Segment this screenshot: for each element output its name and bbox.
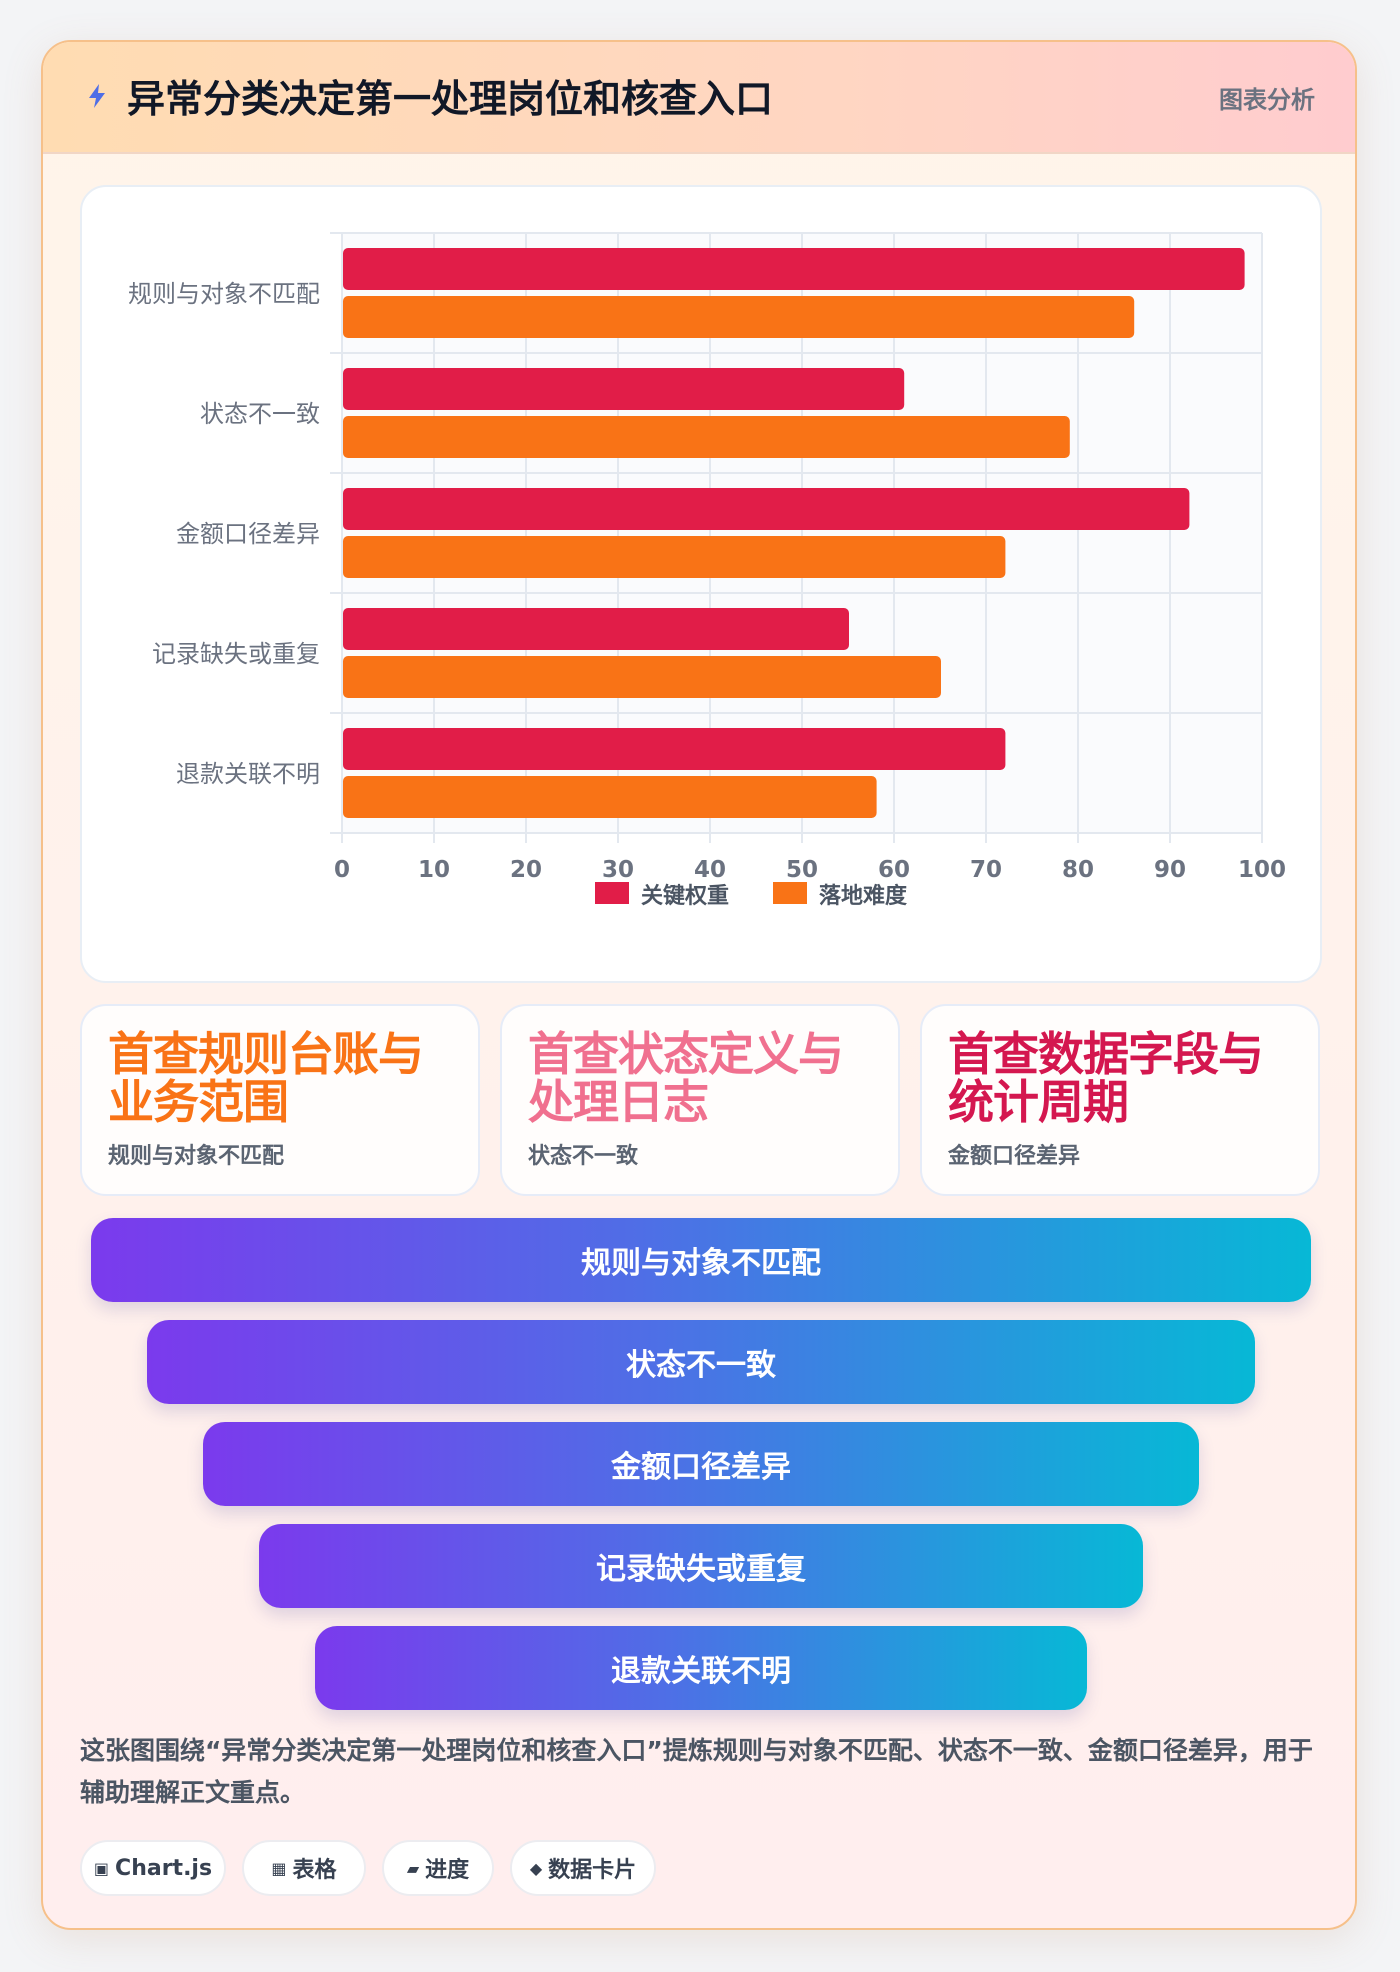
chip-label: 进度 [425,1858,470,1883]
insight-card-title: 首查状态定义与处理日志 [528,1027,844,1129]
x-tick-label: 10 [418,857,450,883]
x-tick-label: 100 [1238,857,1286,883]
chart-description: 这张图围绕“异常分类决定第一处理岗位和核查入口”提炼规则与对象不匹配、状态不一致… [80,1736,1313,1807]
report-card: 异常分类决定第一处理岗位和核查入口 图表分析 0 10 20 30 40 50 60 70 80… [41,40,1357,1930]
funnel-step-1: 规则与对象不匹配 [91,1218,1311,1302]
chip-label: 表格 [292,1858,337,1883]
bar-key-weight [343,368,905,410]
funnel-step-label: 状态不一致 [626,1348,776,1383]
bar-key-weight [343,728,1006,770]
chip-label: 数据卡片 [548,1858,637,1883]
y-category-label: 状态不一致 [200,400,320,428]
bar-difficulty [343,656,941,698]
bar-difficulty [343,296,1135,338]
bar-difficulty [343,776,877,818]
legend-label: 落地难度 [819,883,908,909]
bar-difficulty [343,416,1070,458]
progress-icon: ▰ [406,1858,420,1878]
funnel-step-label: 规则与对象不匹配 [581,1246,821,1281]
bar-chart: 0 10 20 30 40 50 60 70 80 90 100 规则与对象不匹配状态不一致金额口径差… [128,232,1286,909]
insight-card-subtitle: 状态不一致 [528,1144,639,1169]
chip-table[interactable]: ▦ 表格 [242,1840,366,1896]
legend-label: 关键权重 [641,883,729,909]
insight-card-subtitle: 规则与对象不匹配 [108,1144,285,1169]
insight-card-3: 首查数据字段与统计周期 金额口径差异 [920,1004,1320,1196]
y-category-label: 规则与对象不匹配 [128,280,320,308]
bar-key-weight [343,248,1245,290]
insight-card-title: 首查数据字段与统计周期 [948,1027,1264,1129]
table-icon: ▦ [271,1858,287,1878]
funnel-step-2: 状态不一致 [147,1320,1255,1404]
x-tick-label: 60 [878,857,910,883]
insight-card-title: 首查规则台账与业务范围 [108,1027,424,1129]
x-tick-label: 0 [334,857,350,883]
page-title: 异常分类决定第一处理岗位和核查入口 [127,77,774,121]
x-tick-label: 30 [602,857,634,883]
chip-data-card[interactable]: ◆ 数据卡片 [510,1840,656,1896]
funnel-step-label: 金额口径差异 [611,1450,791,1485]
funnel-step-5: 退款关联不明 [315,1626,1087,1710]
chip-label: Chart.js [115,1855,213,1881]
funnel-step-3: 金额口径差异 [203,1422,1199,1506]
insight-card-subtitle: 金额口径差异 [948,1144,1081,1169]
y-category-label: 记录缺失或重复 [152,640,320,668]
bar-difficulty [343,536,1006,578]
header-tag: 图表分析 [1219,86,1315,114]
x-tick-label: 20 [510,857,542,883]
insight-cards: 首查规则台账与业务范围 规则与对象不匹配 首查状态定义与处理日志 状态不一致 首… [80,1004,1322,1196]
x-tick-label: 70 [970,857,1002,883]
diamond-icon: ◆ [529,1858,543,1878]
x-tick-label: 80 [1062,857,1094,883]
funnel-step-4: 记录缺失或重复 [259,1524,1143,1608]
bar-key-weight [343,488,1190,530]
funnel-step-label: 记录缺失或重复 [596,1552,806,1587]
legend-swatch [773,882,807,904]
x-tick-label: 50 [786,857,818,883]
insight-card-2: 首查状态定义与处理日志 状态不一致 [500,1004,900,1196]
bar-key-weight [343,608,849,650]
chart-panel: 0 10 20 30 40 50 60 70 80 90 100 规则与对象不匹配状态不一致金额口径差… [80,185,1322,983]
chart-icon: ▣ [93,1858,110,1878]
y-category-label: 退款关联不明 [176,760,320,788]
x-tick-label: 90 [1154,857,1186,883]
chip-progress[interactable]: ▰ 进度 [382,1840,494,1896]
lightning-icon [89,84,105,108]
y-category-label: 金额口径差异 [176,520,320,548]
chip-chartjs[interactable]: ▣ Chart.js [80,1840,226,1896]
legend-swatch [595,882,629,904]
insight-card-1: 首查规则台账与业务范围 规则与对象不匹配 [80,1004,480,1196]
x-tick-label: 40 [694,857,726,883]
funnel-step-label: 退款关联不明 [611,1654,791,1689]
card-header: 异常分类决定第一处理岗位和核查入口 图表分析 [43,42,1355,154]
